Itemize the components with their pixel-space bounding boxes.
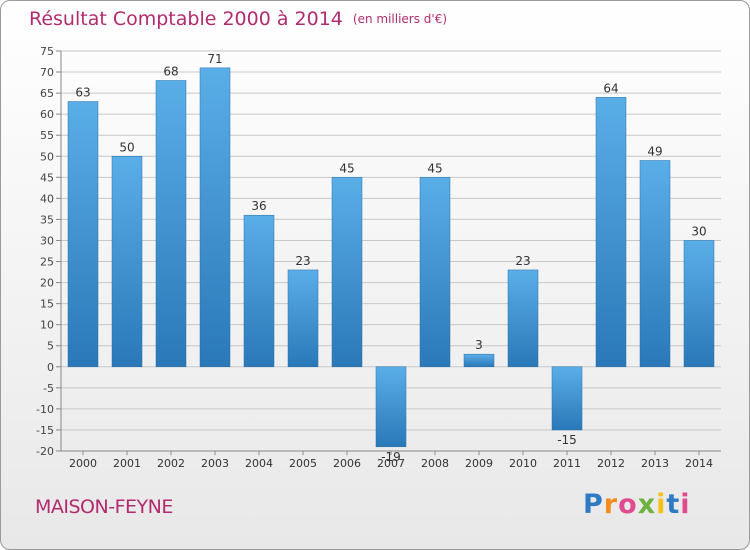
y-tick-label: -10 — [36, 403, 54, 416]
y-tick-label: 75 — [40, 45, 54, 58]
bar — [507, 269, 539, 368]
bar — [67, 101, 99, 368]
data-label: 63 — [75, 86, 90, 100]
x-tick-label: 2000 — [69, 457, 97, 470]
y-tick-label: 50 — [40, 150, 54, 163]
x-tick-label: 2007 — [377, 457, 405, 470]
data-label: 45 — [339, 161, 354, 175]
bar — [595, 97, 627, 368]
y-tick-label: 0 — [47, 361, 54, 374]
data-label: 36 — [251, 199, 266, 213]
logo-letter: P — [583, 489, 604, 520]
y-tick-label: 65 — [40, 87, 54, 100]
bar — [199, 67, 231, 368]
bar — [551, 366, 583, 431]
bar — [375, 366, 407, 448]
bar — [419, 177, 451, 368]
title-text: Résultat Comptable 2000 à 2014 — [29, 8, 343, 30]
data-label: 23 — [295, 254, 310, 268]
data-label: 23 — [515, 254, 530, 268]
x-tick-label: 2001 — [113, 457, 141, 470]
y-tick-label: 20 — [40, 277, 54, 290]
x-tick-label: 2004 — [245, 457, 273, 470]
x-tick-label: 2010 — [509, 457, 537, 470]
x-tick-label: 2012 — [597, 457, 625, 470]
bar — [331, 177, 363, 368]
bar — [155, 80, 187, 368]
y-tick-label: 25 — [40, 256, 54, 269]
chart-title: Résultat Comptable 2000 à 2014 (en millie… — [29, 8, 447, 30]
x-tick-label: 2005 — [289, 457, 317, 470]
data-label: 45 — [427, 161, 442, 175]
y-tick-label: 55 — [40, 129, 54, 142]
data-label: 50 — [119, 140, 134, 154]
data-label: -19 — [381, 450, 401, 464]
y-tick-label: -20 — [36, 445, 54, 458]
y-tick-label: -15 — [36, 424, 54, 437]
logo-letter: r — [603, 489, 619, 520]
data-label: -15 — [557, 433, 577, 447]
logo-letter: i — [680, 489, 691, 520]
bar — [287, 269, 319, 368]
y-tick-label: 15 — [40, 298, 54, 311]
x-tick-label: 2014 — [685, 457, 713, 470]
y-tick-label: 60 — [40, 108, 54, 121]
x-tick-label: 2003 — [201, 457, 229, 470]
bar — [111, 156, 143, 368]
x-tick-label: 2009 — [465, 457, 493, 470]
data-label: 49 — [647, 144, 662, 158]
bar — [683, 240, 715, 368]
bar — [639, 160, 671, 368]
bar — [243, 214, 275, 368]
logo-letter: o — [618, 489, 638, 520]
y-tick-label: 10 — [40, 319, 54, 332]
y-tick-label: -5 — [43, 382, 54, 395]
logo-letter: t — [666, 489, 681, 520]
logo-letter: i — [656, 489, 667, 520]
chart-subtitle: (en milliers d'€) — [352, 12, 448, 26]
data-label: 71 — [207, 52, 222, 66]
y-tick-label: 30 — [40, 234, 54, 247]
y-tick-label: 45 — [40, 171, 54, 184]
data-label: 30 — [691, 224, 706, 238]
proxiti-logo: Proxiti — [583, 489, 691, 520]
place-name: MAISON-FEYNE — [35, 496, 173, 518]
y-tick-label: 5 — [47, 340, 54, 353]
x-tick-label: 2011 — [553, 457, 581, 470]
x-tick-label: 2008 — [421, 457, 449, 470]
logo-letter: x — [637, 489, 657, 520]
x-tick-label: 2006 — [333, 457, 361, 470]
data-label: 3 — [475, 338, 483, 352]
bar — [463, 353, 495, 368]
data-label: 68 — [163, 64, 178, 78]
x-tick-label: 2002 — [157, 457, 185, 470]
x-tick-label: 2013 — [641, 457, 669, 470]
data-label: 64 — [603, 81, 618, 95]
y-tick-label: 40 — [40, 192, 54, 205]
y-tick-label: 70 — [40, 66, 54, 79]
y-tick-label: 35 — [40, 213, 54, 226]
